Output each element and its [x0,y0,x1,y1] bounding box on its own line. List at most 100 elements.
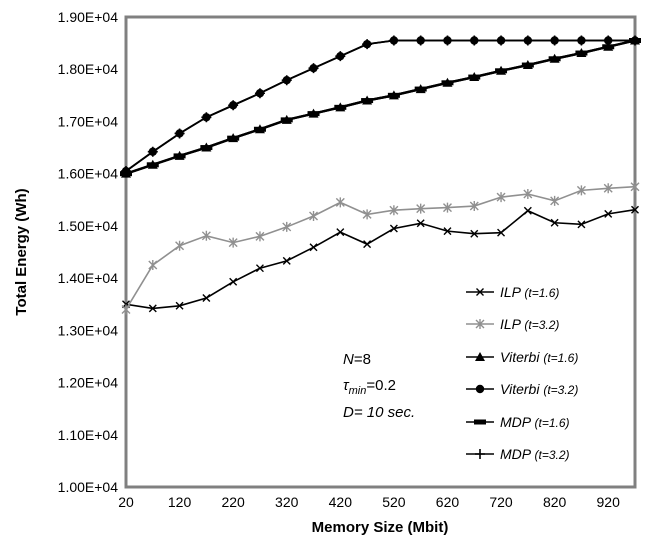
legend-entry: MDP (t=3.2) [466,446,570,462]
data-point [496,35,507,46]
data-point [228,237,238,248]
data-point [388,35,399,46]
legend-label: MDP (t=3.2) [500,446,570,462]
annotation-n-label: N [343,351,354,368]
data-point [146,162,159,168]
data-point [603,183,613,194]
legend-marker [474,419,486,425]
data-point [280,117,293,123]
x-axis-ticks: 20 120 220 320 420 520 620 720 820 920 [118,494,620,510]
data-point [576,35,587,46]
x-tick-label: 20 [118,494,134,510]
data-point [253,126,266,132]
data-point [603,35,614,46]
data-point [414,86,427,92]
series-mdp-5 [121,35,640,177]
data-point [148,304,157,313]
data-point [362,209,372,220]
data-point [548,56,561,62]
x-tick-label: 620 [436,494,460,510]
legend-label: MDP (t=1.6) [500,414,570,430]
data-point [309,210,319,221]
data-point [550,218,559,227]
data-point [415,35,426,46]
data-point [334,104,347,110]
data-point [631,205,639,214]
y-tick-label: 1.50E+04 [58,218,119,234]
annotation-d: D= 10 sec. [343,404,415,421]
data-point [576,185,586,196]
x-tick-label: 720 [489,494,513,510]
legend-entry: Viterbi (t=3.2) [466,381,578,397]
data-point [174,128,185,139]
y-tick-label: 1.60E+04 [58,166,119,182]
legend-marker [475,319,485,329]
data-point [549,35,560,46]
data-point [495,68,508,74]
y-tick-label: 1.80E+04 [58,61,119,77]
y-tick-label: 1.00E+04 [58,479,119,495]
x-tick-label: 920 [597,494,621,510]
data-point [255,231,265,242]
data-point [443,227,452,236]
x-tick-label: 820 [543,494,567,510]
x-tick-label: 320 [275,494,299,510]
series-layer [120,35,641,315]
svg-text:N=8: N=8 [343,351,371,368]
data-point [441,80,454,86]
data-point [282,256,291,265]
data-point [470,229,479,238]
data-point [255,264,264,273]
data-point [550,195,560,206]
x-tick-label: 220 [221,494,245,510]
data-point [121,166,131,177]
data-point [469,201,479,212]
data-point [175,240,185,251]
data-point [521,62,534,68]
legend: ILP (t=1.6) ILP (t=3.2) Viterbi (t=1.6) Vit… [466,284,578,462]
data-point [602,44,615,50]
x-axis-title: Memory Size (Mbit) [312,519,449,536]
x-tick-label: 520 [382,494,406,510]
data-point [307,111,320,117]
data-point [469,35,480,46]
data-point [229,277,238,286]
legend-entry: MDP (t=1.6) [466,414,570,430]
series-ilp-0 [122,205,639,313]
x-tick-label: 120 [168,494,192,510]
plot-area [124,15,637,489]
y-tick-label: 1.30E+04 [58,322,119,338]
data-point [335,51,346,62]
data-point [630,181,640,192]
annotation-tau-symbol: τ [343,377,350,394]
legend-marker [475,352,485,361]
data-point [442,35,453,46]
data-point [361,98,374,104]
data-point [227,135,240,141]
svg-text:τmin=0.2: τmin=0.2 [343,377,396,397]
annotation: N=8 τmin=0.2 D= 10 sec. [343,351,415,421]
data-point [362,39,373,50]
y-tick-label: 1.70E+04 [58,113,119,129]
legend-label: Viterbi (t=3.2) [500,381,578,397]
annotation-tau-value: =0.2 [366,377,396,394]
legend-label: ILP (t=3.2) [500,316,559,332]
data-point [575,50,588,56]
data-point [282,221,292,232]
y-axis-ticks: 1.00E+04 1.10E+04 1.20E+04 1.30E+04 1.40E+04… [58,9,119,495]
data-point [200,145,213,151]
data-point [387,92,400,98]
data-point [630,35,640,46]
data-point [201,112,212,123]
data-point [202,293,211,302]
data-point [308,63,319,74]
data-point [175,301,184,310]
series-ilp-1 [121,181,640,315]
data-point [389,205,399,216]
y-tick-label: 1.10E+04 [58,427,119,443]
y-tick-label: 1.20E+04 [58,375,119,391]
data-point [523,189,533,200]
legend-marker [476,288,484,296]
legend-entry: ILP (t=1.6) [466,284,559,300]
